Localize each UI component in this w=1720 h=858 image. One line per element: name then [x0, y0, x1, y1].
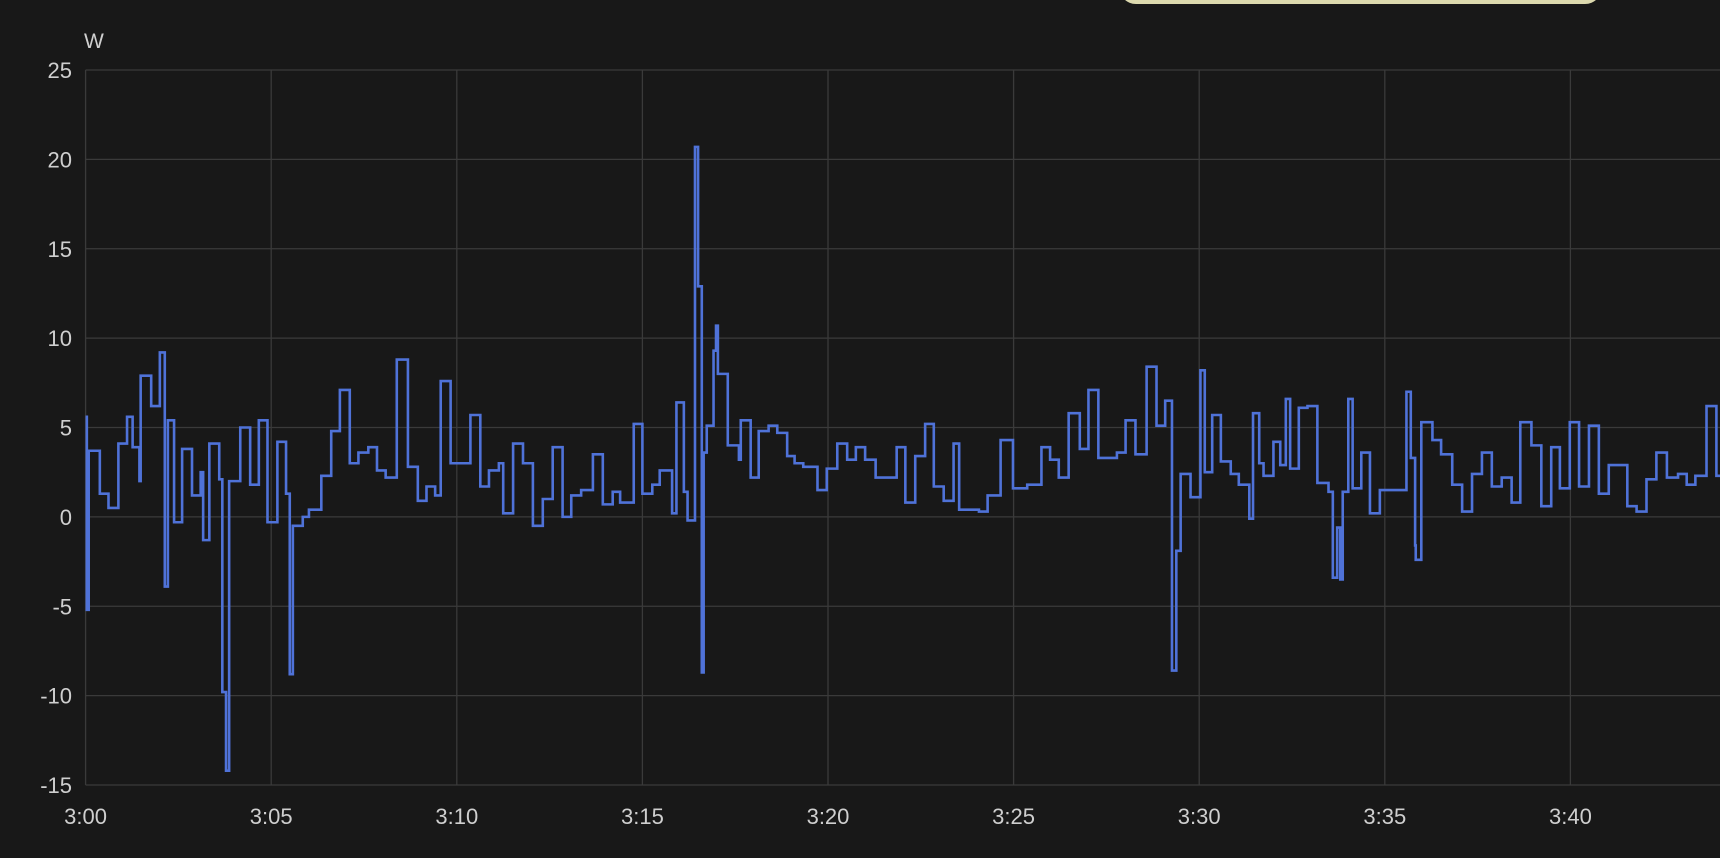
y-tick-label: 15	[48, 237, 72, 262]
y-tick-label: -15	[40, 773, 72, 798]
y-tick-label: 25	[48, 58, 72, 83]
x-tick-label: 3:25	[992, 804, 1035, 829]
x-tick-label: 3:20	[807, 804, 850, 829]
x-tick-label: 3:35	[1363, 804, 1406, 829]
series-line	[85, 145, 1720, 772]
x-tick-label: 3:30	[1178, 804, 1221, 829]
y-tick-label: 5	[60, 416, 72, 441]
y-tick-label: 10	[48, 326, 72, 351]
x-tick-label: 3:00	[64, 804, 107, 829]
unit-label: W	[84, 30, 104, 53]
y-axis: 25 20 15 10 5 0 -5 -10 -15	[40, 58, 72, 798]
top-overlay-pill	[1119, 0, 1602, 4]
y-tick-label: -10	[40, 684, 72, 709]
x-tick-label: 3:10	[435, 804, 478, 829]
y-tick-label: -5	[52, 594, 72, 619]
x-tick-label: 3:40	[1549, 804, 1592, 829]
x-tick-label: 3:05	[250, 804, 293, 829]
y-tick-label: 20	[48, 147, 72, 172]
x-tick-label: 3:15	[621, 804, 664, 829]
y-tick-label: 0	[60, 505, 72, 530]
x-axis: 3:00 3:05 3:10 3:15 3:20 3:25 3:30 3:35 3:40	[64, 804, 1592, 829]
grid	[84, 69, 1720, 786]
